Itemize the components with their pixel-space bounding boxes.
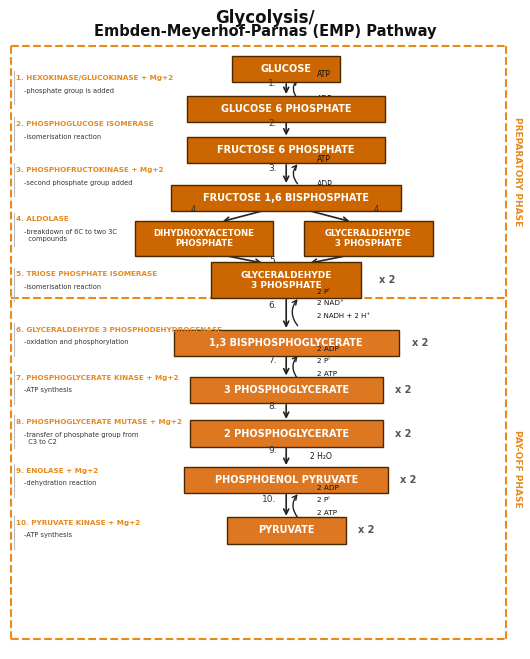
- Text: -second phosphate group added: -second phosphate group added: [24, 180, 132, 186]
- Text: x 2: x 2: [395, 385, 411, 395]
- Text: ATP: ATP: [317, 70, 331, 79]
- FancyBboxPatch shape: [187, 96, 385, 122]
- Text: -ATP synthesis: -ATP synthesis: [24, 387, 72, 393]
- Text: ATP: ATP: [317, 155, 331, 164]
- FancyBboxPatch shape: [174, 330, 399, 356]
- Text: 2 Pᴵ: 2 Pᴵ: [317, 497, 330, 503]
- Text: -transfer of phosphate group from
  C3 to C2: -transfer of phosphate group from C3 to …: [24, 432, 138, 445]
- Text: x 2: x 2: [400, 474, 417, 485]
- FancyBboxPatch shape: [187, 137, 385, 163]
- Text: 1.: 1.: [268, 78, 277, 88]
- Text: GLYCERALDEHYDE
3 PHOSPHATE: GLYCERALDEHYDE 3 PHOSPHATE: [241, 271, 332, 289]
- FancyBboxPatch shape: [136, 221, 272, 256]
- Text: DIHYDROXYACETONE
PHOSPHATE: DIHYDROXYACETONE PHOSPHATE: [154, 229, 254, 248]
- Text: 5.: 5.: [270, 256, 278, 265]
- Text: GLUCOSE 6 PHOSPHATE: GLUCOSE 6 PHOSPHATE: [221, 103, 351, 114]
- Text: x 2: x 2: [358, 525, 374, 536]
- Text: -phosphate group is added: -phosphate group is added: [24, 88, 114, 94]
- Text: 6.: 6.: [268, 301, 277, 310]
- Text: 2.: 2.: [268, 119, 277, 129]
- Text: 3.: 3.: [268, 163, 277, 173]
- Text: 2. PHOSPHOGLUCOSE ISOMERASE: 2. PHOSPHOGLUCOSE ISOMERASE: [16, 121, 154, 127]
- Text: GLUCOSE: GLUCOSE: [261, 64, 312, 74]
- Text: 2 Pᴵ: 2 Pᴵ: [317, 358, 330, 364]
- Text: FRUCTOSE 1,6 BISPHOSPHATE: FRUCTOSE 1,6 BISPHOSPHATE: [203, 192, 369, 203]
- Text: -breakdown of 6C to two 3C
  compounds: -breakdown of 6C to two 3C compounds: [24, 229, 117, 243]
- Text: PAY-OFF PHASE: PAY-OFF PHASE: [513, 430, 522, 507]
- FancyBboxPatch shape: [232, 56, 340, 82]
- Text: -ATP synthesis: -ATP synthesis: [24, 532, 72, 538]
- FancyBboxPatch shape: [184, 467, 388, 493]
- Text: Embden-Meyerhof-Parnas (EMP) Pathway: Embden-Meyerhof-Parnas (EMP) Pathway: [94, 24, 436, 39]
- FancyBboxPatch shape: [190, 420, 383, 447]
- Text: PHOSPHOENOL PYRUVATE: PHOSPHOENOL PYRUVATE: [215, 474, 358, 485]
- FancyBboxPatch shape: [171, 185, 401, 211]
- Text: -isomerisation reaction: -isomerisation reaction: [24, 134, 101, 140]
- Text: ADP: ADP: [317, 95, 333, 104]
- Text: 8.: 8.: [268, 401, 277, 411]
- Text: 2 ADP: 2 ADP: [317, 485, 339, 491]
- Text: 2 NAD⁺: 2 NAD⁺: [317, 300, 344, 306]
- Text: -dehydration reaction: -dehydration reaction: [24, 480, 96, 486]
- Text: PYRUVATE: PYRUVATE: [258, 525, 314, 536]
- Text: 4. ALDOLASE: 4. ALDOLASE: [16, 216, 69, 223]
- Text: 9. ENOLASE + Mg+2: 9. ENOLASE + Mg+2: [16, 467, 98, 474]
- Text: 2 H₂O: 2 H₂O: [310, 452, 332, 461]
- Text: 5. TRIOSE PHOSPHATE ISOMERASE: 5. TRIOSE PHOSPHATE ISOMERASE: [16, 271, 157, 277]
- Text: 7.: 7.: [268, 356, 277, 365]
- Text: ADP: ADP: [317, 180, 333, 189]
- Text: 10. PYRUVATE KINASE + Mg+2: 10. PYRUVATE KINASE + Mg+2: [16, 519, 140, 526]
- Text: -oxidation and phosphorylation: -oxidation and phosphorylation: [24, 339, 128, 345]
- Text: 2 NADH + 2 H⁺: 2 NADH + 2 H⁺: [317, 313, 370, 319]
- Text: 3. PHOSPHOFRUCTOKINASE + Mg+2: 3. PHOSPHOFRUCTOKINASE + Mg+2: [16, 167, 163, 173]
- FancyBboxPatch shape: [211, 262, 361, 298]
- Text: x 2: x 2: [412, 337, 429, 348]
- Text: 4.: 4.: [191, 204, 199, 214]
- Text: FRUCTOSE 6 PHOSPHATE: FRUCTOSE 6 PHOSPHATE: [217, 145, 355, 156]
- Text: 7. PHOSPHOGLYCERATE KINASE + Mg+2: 7. PHOSPHOGLYCERATE KINASE + Mg+2: [16, 374, 179, 381]
- Text: -isomerisation reaction: -isomerisation reaction: [24, 284, 101, 290]
- Text: 6. GLYCERALDEHYDE 3 PHOSPHODEHYDROGENASE: 6. GLYCERALDEHYDE 3 PHOSPHODEHYDROGENASE: [16, 326, 222, 333]
- Text: 1. HEXOKINASE/GLUCOKINASE + Mg+2: 1. HEXOKINASE/GLUCOKINASE + Mg+2: [16, 74, 173, 81]
- Text: 2 Pᴵ: 2 Pᴵ: [317, 289, 330, 295]
- Text: GLYCERALDEHYDE
3 PHOSPHATE: GLYCERALDEHYDE 3 PHOSPHATE: [325, 229, 412, 248]
- Text: 3 PHOSPHOGLYCERATE: 3 PHOSPHOGLYCERATE: [224, 385, 349, 395]
- Text: PREPARATORY PHASE: PREPARATORY PHASE: [513, 117, 522, 227]
- Text: 9.: 9.: [268, 446, 277, 455]
- FancyBboxPatch shape: [227, 517, 346, 544]
- Text: x 2: x 2: [395, 428, 411, 439]
- Text: 2 PHOSPHOGLYCERATE: 2 PHOSPHOGLYCERATE: [224, 428, 349, 439]
- Text: x 2: x 2: [379, 275, 395, 285]
- Text: 2 ATP: 2 ATP: [317, 510, 337, 516]
- Text: 2 ATP: 2 ATP: [317, 371, 337, 378]
- Text: 2 ADP: 2 ADP: [317, 346, 339, 353]
- FancyBboxPatch shape: [190, 377, 383, 403]
- Text: Glycolysis/: Glycolysis/: [215, 9, 315, 28]
- Text: 10.: 10.: [262, 495, 277, 504]
- Text: 4.: 4.: [374, 204, 382, 214]
- FancyBboxPatch shape: [304, 221, 433, 256]
- Text: 8. PHOSPHOGLYCERATE MUTASE + Mg+2: 8. PHOSPHOGLYCERATE MUTASE + Mg+2: [16, 418, 182, 425]
- Text: 1,3 BISPHOSPHOGLYCERATE: 1,3 BISPHOSPHOGLYCERATE: [209, 337, 363, 348]
